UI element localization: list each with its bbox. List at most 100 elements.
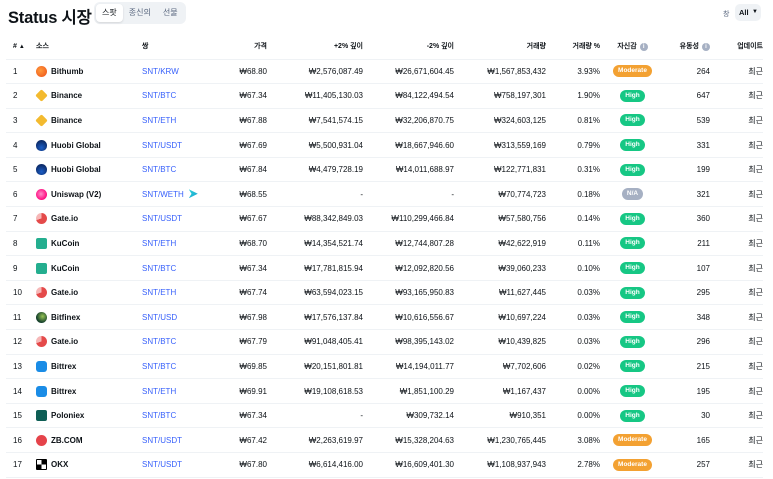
- source-cell[interactable]: KuCoin: [36, 255, 142, 281]
- table-row[interactable]: 5 Huobi Global SNT/BTC ₩67.84 ₩4,479,728.19 ₩…: [6, 157, 763, 183]
- table-row[interactable]: 10 Gate.io SNT/ETH ₩67.74 ₩63,594,023.15 ₩93,…: [6, 280, 763, 306]
- pair-cell[interactable]: SNT/BTC: [142, 83, 212, 109]
- pair-link[interactable]: SNT/USDT: [142, 460, 182, 470]
- source-cell[interactable]: Bithumb: [36, 59, 142, 85]
- col-pair[interactable]: 쌍: [142, 34, 212, 60]
- source-cell[interactable]: Bitfinex: [36, 304, 142, 331]
- source-name[interactable]: Bittrex: [51, 361, 77, 371]
- source-cell[interactable]: Binance: [35, 83, 142, 109]
- col-source[interactable]: 소스: [36, 34, 142, 60]
- pair-cell[interactable]: SNT/USDT: [142, 427, 212, 453]
- table-row[interactable]: 13 Bittrex SNT/BTC ₩69.85 ₩20,151,801.81 ₩14,…: [6, 354, 763, 380]
- pair-cell[interactable]: SNT/ETH: [142, 280, 212, 306]
- pair-cell[interactable]: SNT/ETH: [142, 231, 212, 257]
- table-row[interactable]: 9 KuCoin SNT/BTC ₩67.34 ₩17,781,815.94 ₩12,09…: [6, 255, 763, 281]
- pair-cell[interactable]: SNT/BTC: [142, 354, 212, 380]
- table-row[interactable]: 6 Uniswap (V2) SNT/WETH ₩68.55- - ₩70,774,723…: [6, 181, 763, 208]
- pair-cell[interactable]: SNT/BTC: [142, 157, 212, 183]
- table-row[interactable]: 1 Bithumb SNT/KRW ₩68.80 ₩2,576,087.49 ₩26,67…: [6, 59, 763, 85]
- source-name[interactable]: Gate.io: [51, 214, 79, 224]
- source-cell[interactable]: KuCoin: [36, 231, 142, 257]
- pair-cell[interactable]: SNT/WETH: [142, 181, 212, 208]
- pair-link[interactable]: SNT/USDT: [142, 435, 182, 445]
- source-name[interactable]: Bitfinex: [51, 312, 81, 322]
- pair-link[interactable]: SNT/USDT: [142, 214, 182, 224]
- pair-link[interactable]: SNT/ETH: [142, 115, 177, 125]
- source-name[interactable]: OKX: [51, 460, 69, 470]
- pair-cell[interactable]: SNT/USDT: [142, 132, 212, 158]
- pair-link[interactable]: SNT/BTC: [142, 165, 177, 175]
- pair-link[interactable]: SNT/BTC: [142, 411, 177, 421]
- tab-futures[interactable]: 선물: [162, 8, 178, 17]
- col-volume[interactable]: 거래량: [454, 34, 546, 60]
- pair-cell[interactable]: SNT/BTC: [142, 255, 212, 281]
- pair-link[interactable]: SNT/BTC: [142, 91, 177, 101]
- source-cell[interactable]: Huobi Global: [36, 132, 142, 158]
- info-icon[interactable]: i: [639, 43, 648, 52]
- source-cell[interactable]: Bittrex: [36, 378, 142, 404]
- table-row[interactable]: 4 Huobi Global SNT/USDT ₩67.69 ₩5,500,931.04…: [6, 132, 763, 158]
- pair-cell[interactable]: SNT/ETH: [142, 378, 212, 404]
- pair-link[interactable]: SNT/USDT: [142, 140, 182, 150]
- pair-link[interactable]: SNT/USD: [142, 312, 178, 322]
- table-row[interactable]: 2 Binance SNT/BTC ₩67.34 ₩11,405,130.03 ₩84,1…: [6, 83, 763, 109]
- table-row[interactable]: 16 ZB.COM SNT/USDT ₩67.42 ₩2,263,619.97 ₩15,3…: [6, 427, 763, 453]
- pair-cell[interactable]: SNT/USDT: [142, 452, 212, 478]
- source-name[interactable]: Binance: [51, 91, 83, 101]
- pair-link[interactable]: SNT/BTC: [142, 337, 177, 347]
- col-confidence[interactable]: 자신감 i: [600, 34, 665, 60]
- col-volume-pct[interactable]: 거래량 %: [546, 34, 600, 60]
- source-name[interactable]: Huobi Global: [51, 165, 101, 175]
- source-name[interactable]: Huobi Global: [51, 140, 101, 150]
- source-cell[interactable]: Gate.io: [36, 329, 142, 355]
- table-row[interactable]: 11 Bitfinex SNT/USD ₩67.98 ₩17,576,137.84 ₩10…: [6, 304, 763, 331]
- source-name[interactable]: Bithumb: [51, 66, 84, 76]
- pair-cell[interactable]: SNT/ETH: [142, 108, 212, 134]
- tab-perpetual[interactable]: 종신의: [128, 8, 151, 17]
- table-row[interactable]: 17 OKX SNT/USDT ₩67.80 ₩6,614,416.00 ₩16,609,…: [6, 452, 763, 478]
- info-icon[interactable]: i: [702, 43, 710, 52]
- tab-spot[interactable]: 스팟: [96, 4, 123, 22]
- table-row[interactable]: 3 Binance SNT/ETH ₩67.88 ₩7,541,574.15 ₩32,20…: [6, 108, 763, 134]
- source-cell[interactable]: Gate.io: [36, 280, 142, 306]
- table-row[interactable]: 12 Gate.io SNT/BTC ₩67.79 ₩91,048,405.41 ₩98,…: [6, 329, 763, 355]
- col-rank[interactable]: # ▲: [6, 34, 36, 60]
- source-name[interactable]: Bittrex: [51, 386, 77, 396]
- source-cell[interactable]: Poloniex: [36, 403, 142, 429]
- source-cell[interactable]: Gate.io: [36, 206, 142, 232]
- source-cell[interactable]: Bittrex: [36, 354, 142, 380]
- pair-link[interactable]: SNT/BTC: [142, 361, 177, 371]
- table-row[interactable]: 7 Gate.io SNT/USDT ₩67.67 ₩88,342,849.03 ₩110…: [6, 206, 763, 232]
- col-plus2-depth[interactable]: +2% 깊이: [267, 34, 363, 60]
- source-name[interactable]: Binance: [51, 115, 83, 125]
- source-name[interactable]: Uniswap (V2): [51, 189, 102, 199]
- table-row[interactable]: 15 Poloniex SNT/BTC ₩67.34- ₩309,732.14 ₩910,…: [6, 403, 763, 429]
- table-row[interactable]: 14 Bittrex SNT/ETH ₩69.91 ₩19,108,618.53 ₩1,8…: [6, 378, 763, 404]
- source-cell[interactable]: Binance: [35, 108, 142, 134]
- pair-link[interactable]: SNT/ETH: [142, 238, 177, 248]
- source-cell[interactable]: Huobi Global: [36, 157, 142, 183]
- source-name[interactable]: ZB.COM: [51, 435, 83, 445]
- source-name[interactable]: KuCoin: [51, 263, 80, 273]
- source-name[interactable]: Gate.io: [51, 337, 79, 347]
- pair-cell[interactable]: SNT/BTC: [142, 403, 212, 429]
- pair-cell[interactable]: SNT/BTC: [142, 329, 212, 355]
- pair-link[interactable]: SNT/BTC: [142, 263, 177, 273]
- source-name[interactable]: KuCoin: [51, 238, 80, 248]
- filter-dropdown[interactable]: All ▼: [735, 4, 761, 21]
- pair-cell[interactable]: SNT/USD: [142, 304, 212, 331]
- source-cell[interactable]: Uniswap (V2): [36, 181, 142, 208]
- col-liquidity[interactable]: 유동성 i: [665, 34, 710, 60]
- table-row[interactable]: 8 KuCoin SNT/ETH ₩68.70 ₩14,354,521.74 ₩12,74…: [6, 231, 763, 257]
- pair-cell[interactable]: SNT/USDT: [142, 206, 212, 232]
- col-price[interactable]: 가격: [212, 34, 267, 60]
- pair-link[interactable]: SNT/WETH: [142, 190, 184, 200]
- pair-link[interactable]: SNT/KRW: [142, 66, 179, 76]
- pair-cell[interactable]: SNT/KRW: [142, 59, 212, 85]
- pair-link[interactable]: SNT/ETH: [142, 288, 177, 298]
- source-name[interactable]: Gate.io: [51, 288, 79, 298]
- pair-link[interactable]: SNT/ETH: [142, 386, 177, 396]
- source-name[interactable]: Poloniex: [51, 411, 85, 421]
- col-minus2-depth[interactable]: -2% 깊이: [363, 34, 454, 60]
- source-cell[interactable]: OKX: [36, 452, 142, 478]
